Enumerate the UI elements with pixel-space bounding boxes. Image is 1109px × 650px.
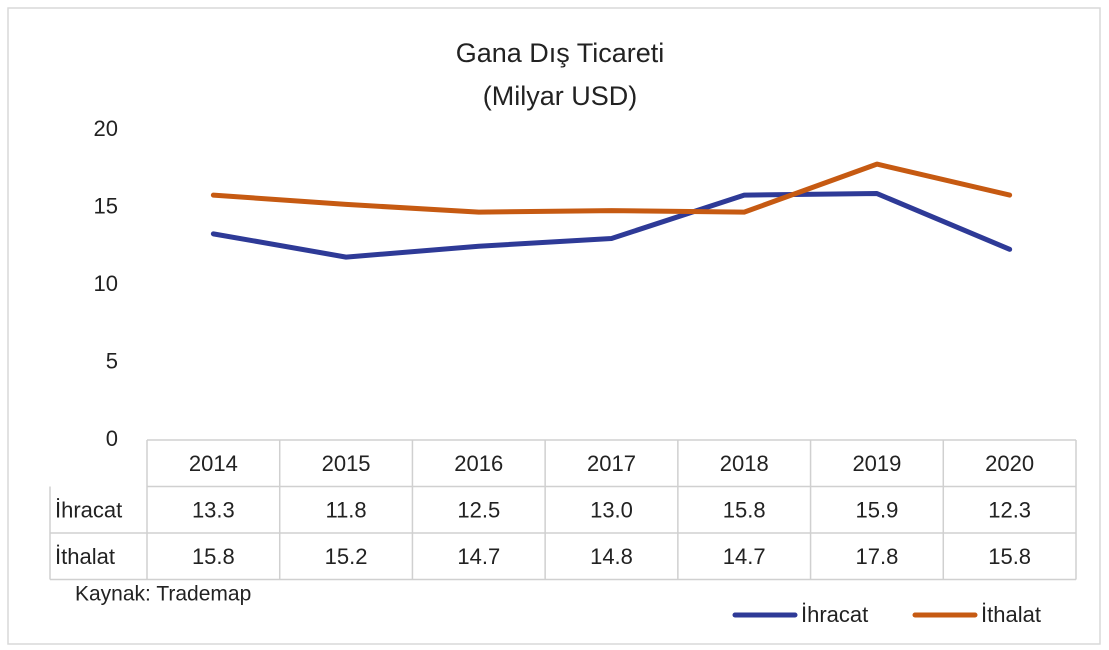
x-tick-label: 2020 — [985, 451, 1034, 476]
source-note: Kaynak: Trademap — [75, 583, 251, 606]
chart-subtitle: (Milyar USD) — [483, 81, 638, 111]
table-cell: 11.8 — [325, 498, 366, 523]
table-cell: 13.3 — [192, 498, 235, 523]
chart-frame — [7, 7, 1101, 645]
table-cell: 12.3 — [988, 498, 1031, 523]
x-tick-label: 2016 — [454, 451, 503, 476]
x-tick-label: 2019 — [852, 451, 901, 476]
table-cell: 15.8 — [723, 498, 766, 523]
y-tick-label: 5 — [106, 348, 118, 373]
table-cell: 15.9 — [856, 498, 899, 523]
table-cell: 13.0 — [590, 498, 633, 523]
table-cell: 14.7 — [457, 544, 500, 569]
y-tick-label: 20 — [94, 116, 118, 141]
legend-label: İhracat — [801, 602, 868, 627]
table-cell: 14.8 — [590, 544, 633, 569]
legend-label: İthalat — [981, 602, 1041, 627]
series-line — [210, 161, 1013, 215]
table-cell: 15.8 — [192, 544, 235, 569]
x-tick-label: 2014 — [189, 451, 238, 476]
table-row-label: İthalat — [55, 544, 115, 569]
x-tick-label: 2017 — [587, 451, 636, 476]
y-tick-label: 10 — [94, 271, 118, 296]
y-tick-label: 0 — [106, 426, 118, 451]
series-line — [210, 191, 1013, 260]
table-cell: 14.7 — [723, 544, 766, 569]
x-tick-label: 2018 — [720, 451, 769, 476]
table-cell: 15.8 — [988, 544, 1031, 569]
table-cell: 15.2 — [325, 544, 368, 569]
table-cell: 12.5 — [457, 498, 500, 523]
chart-title: Gana Dış Ticareti — [456, 38, 665, 68]
x-tick-label: 2015 — [322, 451, 371, 476]
y-tick-label: 15 — [94, 193, 118, 218]
table-row-label: İhracat — [55, 498, 122, 523]
table-cell: 17.8 — [856, 544, 899, 569]
